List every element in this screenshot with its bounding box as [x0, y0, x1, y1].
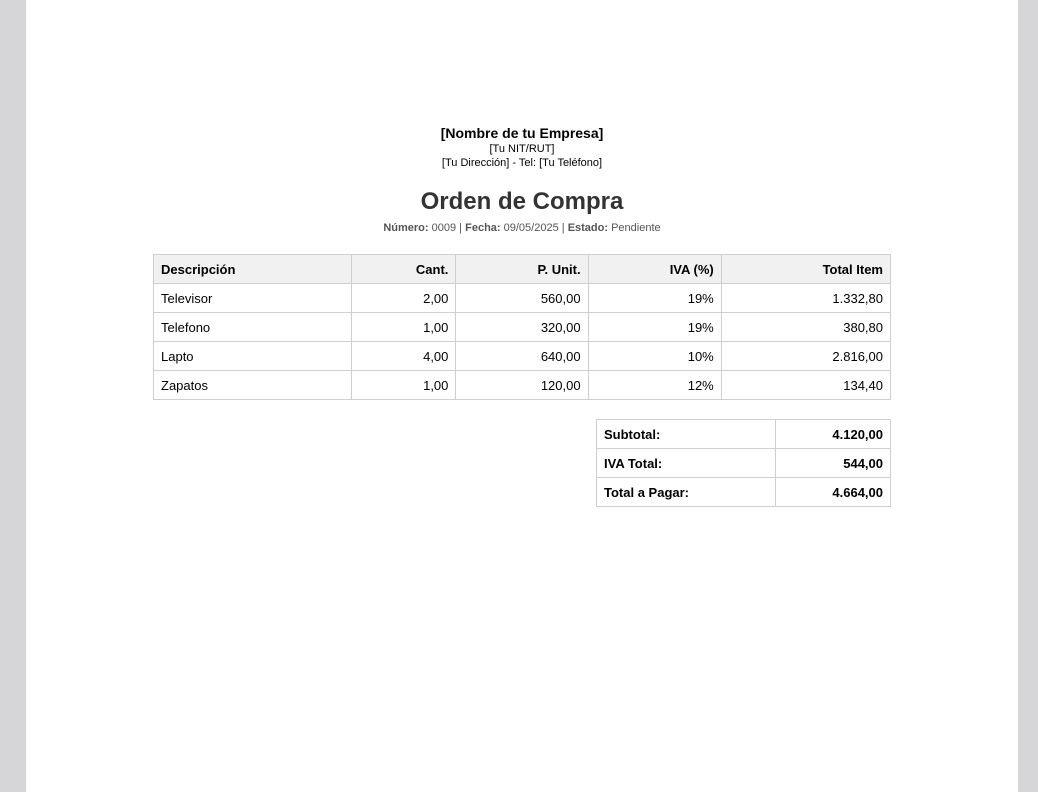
- table-row: Zapatos 1,00 120,00 12% 134,40: [152, 370, 892, 400]
- header-total-item: Total Item: [720, 254, 892, 284]
- totals-table: Subtotal: 4.120,00 IVA Total: 544,00 Tot…: [596, 419, 891, 507]
- item-quantity: 1,00: [351, 312, 457, 342]
- grand-total-value: 4.664,00: [775, 477, 891, 507]
- document-date: 09/05/2025: [503, 222, 559, 234]
- item-unit-price: 560,00: [455, 283, 589, 313]
- item-unit-price: 640,00: [455, 341, 589, 371]
- header-iva: IVA (%): [587, 254, 722, 284]
- item-total: 2.816,00: [720, 341, 892, 371]
- table-row: Lapto 4,00 640,00 10% 2.816,00: [152, 341, 892, 371]
- company-address-phone: [Tu Dirección] - Tel: [Tu Teléfono]: [441, 157, 603, 169]
- item-iva: 19%: [587, 312, 722, 342]
- item-description: Zapatos: [152, 370, 353, 400]
- totals-row-grand-total: Total a Pagar: 4.664,00: [596, 477, 891, 507]
- totals-row-iva: IVA Total: 544,00: [596, 448, 891, 478]
- meta-separator: |: [456, 222, 466, 234]
- item-quantity: 2,00: [351, 283, 457, 313]
- subtotal-value: 4.120,00: [775, 419, 891, 449]
- meta-separator: |: [558, 222, 568, 234]
- status-label: Estado:: [567, 222, 609, 234]
- document-meta: Número: 0009 | Fecha: 09/05/2025 | Estad…: [26, 221, 1018, 235]
- item-total: 134,40: [720, 370, 892, 400]
- document-status: Pendiente: [611, 222, 661, 234]
- item-description: Televisor: [152, 283, 353, 313]
- document-page: [Nombre de tu Empresa] [Tu NIT/RUT] [Tu …: [26, 0, 1018, 792]
- company-header: [Nombre de tu Empresa] [Tu NIT/RUT] [Tu …: [26, 124, 1018, 170]
- company-tax-id: [Tu NIT/RUT]: [489, 143, 555, 155]
- item-quantity: 1,00: [351, 370, 457, 400]
- document-number: 0009: [431, 222, 457, 234]
- item-iva: 12%: [587, 370, 722, 400]
- item-quantity: 4,00: [351, 341, 457, 371]
- items-header-row: Descripción Cant. P. Unit. IVA (%) Total…: [152, 254, 892, 284]
- number-label: Número:: [383, 222, 429, 234]
- item-unit-price: 320,00: [455, 312, 589, 342]
- table-row: Televisor 2,00 560,00 19% 1.332,80: [152, 283, 892, 313]
- item-iva: 10%: [587, 341, 722, 371]
- item-description: Telefono: [152, 312, 353, 342]
- subtotal-label: Subtotal:: [596, 419, 776, 449]
- totals-row-subtotal: Subtotal: 4.120,00: [596, 419, 891, 449]
- item-unit-price: 120,00: [455, 370, 589, 400]
- document-title: Orden de Compra: [420, 188, 624, 215]
- iva-total-value: 544,00: [775, 448, 891, 478]
- date-label: Fecha:: [465, 222, 501, 234]
- grand-total-label: Total a Pagar:: [596, 477, 776, 507]
- iva-total-label: IVA Total:: [596, 448, 776, 478]
- header-quantity: Cant.: [351, 254, 457, 284]
- item-iva: 19%: [587, 283, 722, 313]
- item-description: Lapto: [152, 341, 353, 371]
- company-name: [Nombre de tu Empresa]: [440, 125, 604, 141]
- item-total: 1.332,80: [720, 283, 892, 313]
- table-row: Telefono 1,00 320,00 19% 380,80: [152, 312, 892, 342]
- header-description: Descripción: [152, 254, 353, 284]
- header-unit-price: P. Unit.: [455, 254, 589, 284]
- items-table: Descripción Cant. P. Unit. IVA (%) Total…: [152, 254, 892, 400]
- item-total: 380,80: [720, 312, 892, 342]
